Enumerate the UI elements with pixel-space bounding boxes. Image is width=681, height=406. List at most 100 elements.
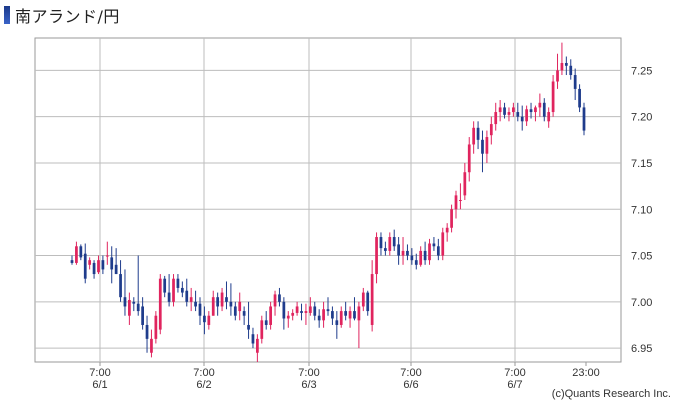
- x-tick-time-label: 7:00: [504, 367, 525, 379]
- candle-body-up: [388, 237, 392, 251]
- candle-body-up: [339, 311, 343, 325]
- candle-body-down: [282, 301, 286, 319]
- candle-body-up: [512, 107, 515, 113]
- candle-body-up: [322, 309, 325, 321]
- candle-body-down: [278, 294, 281, 302]
- candle-body-down: [414, 260, 418, 265]
- candle-body-up: [507, 112, 511, 115]
- candle-body-down: [70, 260, 74, 263]
- candle-body-down: [335, 320, 339, 325]
- candle-body-up: [547, 112, 551, 122]
- x-tick-date-label: 6/6: [403, 379, 418, 391]
- candle-body-down: [410, 255, 414, 261]
- x-tick-date-label: 6/2: [196, 379, 211, 391]
- candle-body-up: [370, 274, 374, 325]
- candle-body-down: [503, 107, 506, 115]
- candle-body-up: [445, 227, 449, 233]
- y-tick-label: 7.00: [631, 297, 652, 309]
- candle-body-down: [423, 250, 427, 261]
- candle-body-down: [180, 287, 184, 293]
- candle-body-up: [538, 102, 542, 108]
- y-tick-label: 7.20: [631, 112, 652, 124]
- candle-body-up: [401, 250, 405, 256]
- x-tick-time-label: 7:00: [400, 367, 421, 379]
- candle-body-down: [573, 75, 577, 89]
- candle-body-down: [326, 309, 330, 312]
- candle-body-up: [485, 137, 489, 154]
- candle-body-down: [392, 237, 396, 247]
- candle-body-up: [260, 320, 264, 339]
- candle-body-up: [291, 312, 295, 316]
- candle-body-up: [348, 311, 352, 319]
- candle-body-down: [101, 260, 105, 270]
- candle-body-down: [176, 278, 180, 288]
- candle-body-down: [432, 243, 436, 247]
- candle-body-down: [353, 311, 356, 319]
- chart-title: 南アランド/円: [15, 7, 120, 26]
- candle-body-down: [379, 237, 383, 249]
- candle-body-up: [441, 232, 445, 256]
- candle-body-down: [436, 246, 440, 256]
- candle-body-up: [105, 255, 109, 257]
- x-tick-date-label: 6/7: [507, 379, 522, 391]
- candle-body-up: [489, 124, 493, 136]
- x-tick-date-label: 6/3: [301, 379, 316, 391]
- candle-body-down: [242, 311, 246, 316]
- candle-body-down: [167, 292, 171, 302]
- candle-body-up: [459, 200, 462, 201]
- candle-body-down: [145, 324, 149, 339]
- candle-body-up: [454, 195, 458, 210]
- candle-body-up: [494, 112, 498, 125]
- candle-body-up: [238, 301, 242, 312]
- candle-body-down: [229, 301, 233, 307]
- candle-body-up: [286, 315, 290, 319]
- candle-body-down: [114, 264, 118, 275]
- candle-body-up: [88, 260, 92, 265]
- candle-body-up: [154, 315, 158, 339]
- title-marker-icon: [4, 6, 10, 24]
- candle-body-up: [428, 243, 431, 261]
- candle-body-down: [366, 292, 370, 312]
- candle-body-up: [525, 109, 528, 122]
- candle-body-up: [75, 246, 78, 263]
- candle-body-down: [110, 257, 114, 270]
- candle-body-up: [304, 311, 308, 313]
- candle-body-up: [97, 260, 100, 273]
- candle-body-down: [529, 109, 533, 113]
- candle-body-down: [233, 306, 237, 316]
- candle-body-up: [189, 297, 193, 302]
- x-tick-date-label: 6/1: [92, 379, 107, 391]
- candle-body-down: [264, 320, 268, 325]
- x-tick-time-label: 7:00: [193, 367, 214, 379]
- candle-body-down: [136, 303, 140, 312]
- y-tick-label: 7.15: [631, 158, 652, 170]
- chart-title-bar: 南アランド/円: [4, 4, 120, 26]
- candle-body-down: [516, 112, 520, 117]
- x-tick-time-label: 7:00: [298, 367, 319, 379]
- candle-body-down: [83, 253, 87, 279]
- candle-body-up: [556, 70, 559, 82]
- copyright-label: (c)Quants Research Inc.: [551, 388, 671, 400]
- candle-body-down: [251, 334, 255, 344]
- candle-body-up: [472, 127, 476, 145]
- candle-body-up: [295, 306, 299, 313]
- candle-body-up: [498, 107, 502, 113]
- candle-body-up: [273, 294, 277, 307]
- candle-body-up: [158, 278, 162, 330]
- candle-body-down: [313, 306, 317, 316]
- candle-body-up: [172, 278, 175, 302]
- candle-body-down: [317, 315, 321, 321]
- candle-body-up: [220, 292, 224, 307]
- candle-body-down: [132, 301, 136, 304]
- candle-body-up: [560, 62, 564, 71]
- candle-body-up: [357, 306, 361, 321]
- candle-body-down: [578, 88, 581, 108]
- candle-body-down: [203, 315, 206, 323]
- candle-body-down: [476, 127, 480, 140]
- y-tick-label: 7.25: [631, 65, 652, 77]
- candle-body-up: [534, 107, 537, 113]
- candle-body-down: [163, 278, 167, 293]
- candle-body-down: [123, 297, 127, 307]
- candle-body-up: [450, 209, 453, 228]
- candle-body-down: [582, 107, 586, 131]
